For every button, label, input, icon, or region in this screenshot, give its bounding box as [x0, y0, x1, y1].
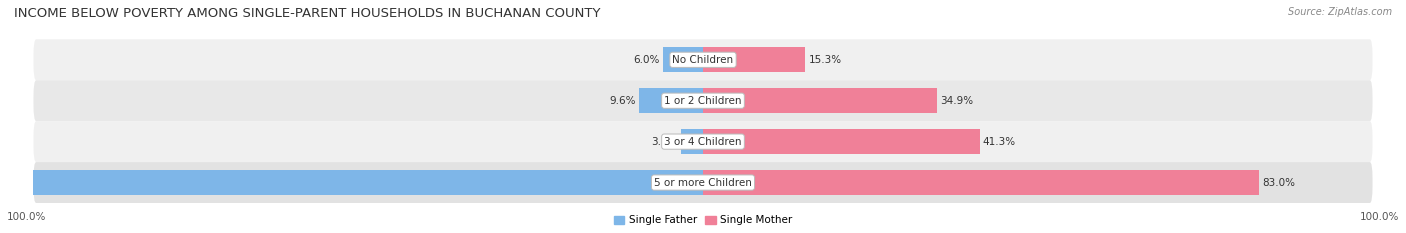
Text: 34.9%: 34.9%	[941, 96, 973, 106]
Bar	[703, 129, 980, 154]
Text: No Children: No Children	[672, 55, 734, 65]
Text: 3.3%: 3.3%	[651, 137, 678, 147]
Bar	[703, 47, 806, 72]
FancyBboxPatch shape	[34, 121, 1372, 162]
Text: 15.3%: 15.3%	[808, 55, 842, 65]
Legend: Single Father, Single Mother: Single Father, Single Mother	[614, 216, 792, 226]
Text: 100.0%: 100.0%	[1360, 212, 1399, 222]
Bar	[681, 129, 703, 154]
FancyBboxPatch shape	[34, 162, 1372, 203]
Text: Source: ZipAtlas.com: Source: ZipAtlas.com	[1288, 7, 1392, 17]
FancyBboxPatch shape	[34, 39, 1372, 80]
Text: 6.0%: 6.0%	[633, 55, 659, 65]
Text: 9.6%: 9.6%	[609, 96, 636, 106]
Text: 83.0%: 83.0%	[1263, 178, 1295, 188]
Text: 100.0%: 100.0%	[7, 212, 46, 222]
Bar	[662, 47, 703, 72]
Text: 41.3%: 41.3%	[983, 137, 1017, 147]
Text: 3 or 4 Children: 3 or 4 Children	[664, 137, 742, 147]
Text: 5 or more Children: 5 or more Children	[654, 178, 752, 188]
Bar	[638, 88, 703, 113]
Bar	[34, 170, 703, 195]
FancyBboxPatch shape	[34, 80, 1372, 121]
Bar	[703, 88, 936, 113]
Bar	[703, 170, 1258, 195]
Text: 100.0%: 100.0%	[0, 178, 30, 188]
Text: 1 or 2 Children: 1 or 2 Children	[664, 96, 742, 106]
Text: INCOME BELOW POVERTY AMONG SINGLE-PARENT HOUSEHOLDS IN BUCHANAN COUNTY: INCOME BELOW POVERTY AMONG SINGLE-PARENT…	[14, 7, 600, 20]
